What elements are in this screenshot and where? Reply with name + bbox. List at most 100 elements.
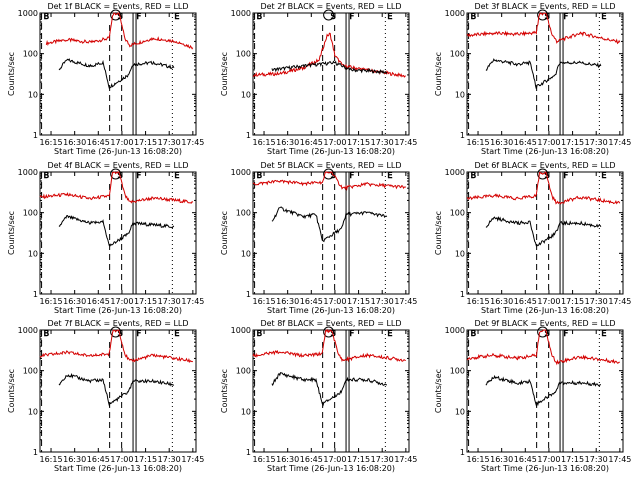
y-tick-label: 1	[246, 290, 251, 299]
marker-label-S: S	[545, 329, 550, 338]
x-tick-label: 16:30	[276, 138, 299, 147]
x-axis-label: Start Time (26-Jun-13 16:08:20)	[481, 147, 609, 156]
x-tick-label: 17:45	[608, 297, 631, 306]
marker-label-E: E	[601, 12, 606, 21]
x-axis-label: Start Time (26-Jun-13 16:08:20)	[54, 464, 182, 473]
y-tick-label: 1	[33, 131, 38, 140]
x-tick-label: 17:15	[347, 455, 370, 464]
series-line-events	[485, 374, 601, 408]
x-tick-label: 17:30	[158, 455, 181, 464]
x-tick-label: 17:15	[561, 138, 584, 147]
y-tick-label: 10	[241, 90, 251, 99]
x-tick-label: 16:15	[252, 138, 275, 147]
marker-label-F: F	[137, 171, 142, 180]
x-tick-label: 17:00	[537, 455, 560, 464]
chart-title: Det 3f BLACK = Events, RED = LLD	[474, 2, 615, 11]
marker-label-E: E	[174, 329, 179, 338]
x-tick-label: 16:30	[63, 297, 86, 306]
x-tick-label: 16:30	[276, 297, 299, 306]
chart-title: Det 7f BLACK = Events, RED = LLD	[47, 319, 188, 328]
series-line-events	[271, 371, 387, 407]
x-tick-label: 16:45	[300, 297, 323, 306]
x-tick-label: 16:15	[39, 138, 62, 147]
y-tick-label: 1000	[445, 326, 465, 335]
y-tick-label: 100	[23, 209, 38, 218]
chart-title: Det 6f BLACK = Events, RED = LLD	[474, 161, 615, 170]
chart-panel-5: Det 5f BLACK = Events, RED = LLD 1 10 100 10…	[220, 161, 417, 315]
y-tick-label: 1000	[231, 168, 251, 177]
x-tick-label: 17:15	[134, 297, 157, 306]
series-line-lld	[252, 328, 406, 363]
marker-label-F: F	[564, 329, 569, 338]
y-tick-label: 1000	[445, 168, 465, 177]
marker-circle-S	[110, 326, 122, 338]
plot-frame	[252, 12, 410, 136]
marker-label-F: F	[350, 329, 355, 338]
y-tick-label: 1000	[18, 326, 38, 335]
series-line-events	[271, 60, 388, 75]
y-tick-label: 1	[460, 448, 465, 457]
y-tick-label: 10	[455, 407, 465, 416]
marker-label-F: F	[350, 12, 355, 21]
x-axis-label: Start Time (26-Jun-13 16:08:20)	[54, 306, 182, 315]
y-tick-label: 10	[455, 90, 465, 99]
chart-panel-7: Det 7f BLACK = Events, RED = LLD 1 10 100 10…	[7, 319, 204, 473]
x-tick-label: 17:30	[158, 297, 181, 306]
x-tick-label: 17:00	[537, 297, 560, 306]
marker-circle-S	[537, 326, 549, 338]
y-tick-label: 10	[28, 249, 38, 258]
x-tick-label: 17:45	[394, 297, 417, 306]
series-line-events	[271, 206, 388, 243]
x-tick-label: 16:15	[466, 138, 489, 147]
y-tick-label: 100	[236, 209, 251, 218]
marker-circle-S	[110, 168, 122, 180]
marker-label-B: B	[257, 12, 263, 21]
x-tick-label: 17:30	[585, 138, 608, 147]
x-tick-label: 17:30	[371, 455, 394, 464]
y-tick-label: 1000	[445, 9, 465, 18]
x-tick-label: 16:30	[63, 455, 86, 464]
x-tick-label: 16:45	[514, 297, 537, 306]
y-tick-label: 1000	[231, 9, 251, 18]
x-tick-label: 17:30	[158, 138, 181, 147]
y-tick-label: 1000	[18, 9, 38, 18]
x-tick-label: 16:30	[490, 297, 513, 306]
marker-circle-S	[537, 168, 549, 180]
x-tick-label: 16:45	[514, 455, 537, 464]
chart-panel-4: Det 4f BLACK = Events, RED = LLD 1 10 100 10…	[7, 161, 204, 315]
y-tick-label: 100	[450, 209, 465, 218]
x-tick-label: 17:30	[585, 297, 608, 306]
x-axis-label: Start Time (26-Jun-13 16:08:20)	[481, 464, 609, 473]
y-tick-label: 1000	[231, 326, 251, 335]
marker-label-F: F	[564, 12, 569, 21]
x-tick-label: 16:15	[39, 455, 62, 464]
y-axis-label: Counts/sec	[434, 52, 443, 96]
chart-title: Det 5f BLACK = Events, RED = LLD	[260, 161, 401, 170]
y-tick-label: 10	[28, 90, 38, 99]
y-tick-label: 100	[450, 367, 465, 376]
y-tick-label: 1	[246, 131, 251, 140]
x-tick-label: 16:15	[466, 297, 489, 306]
x-tick-label: 16:30	[490, 138, 513, 147]
x-tick-label: 17:30	[585, 455, 608, 464]
chart-title: Det 1f BLACK = Events, RED = LLD	[47, 2, 188, 11]
series-line-lld	[252, 171, 407, 192]
series-line-lld	[466, 329, 620, 366]
x-tick-label: 17:00	[323, 455, 346, 464]
y-axis-label: Counts/sec	[220, 211, 229, 255]
marker-label-B: B	[257, 171, 263, 180]
series-line-events	[58, 215, 175, 247]
marker-circle-S	[537, 9, 549, 21]
marker-label-B: B	[471, 171, 477, 180]
chart-panel-6: Det 6f BLACK = Events, RED = LLD 1 10 100 10…	[434, 161, 631, 315]
y-tick-label: 1000	[18, 168, 38, 177]
marker-label-E: E	[387, 12, 392, 21]
y-tick-label: 10	[241, 407, 251, 416]
marker-label-B: B	[44, 329, 50, 338]
x-tick-label: 17:15	[561, 297, 584, 306]
chart-panel-3: Det 3f BLACK = Events, RED = LLD 1 10 100 10…	[434, 2, 631, 156]
y-tick-label: 100	[23, 50, 38, 59]
x-tick-label: 17:45	[394, 138, 417, 147]
chart-panel-1: Det 1f BLACK = Events, RED = LLD 1 10 100 10…	[7, 2, 204, 156]
